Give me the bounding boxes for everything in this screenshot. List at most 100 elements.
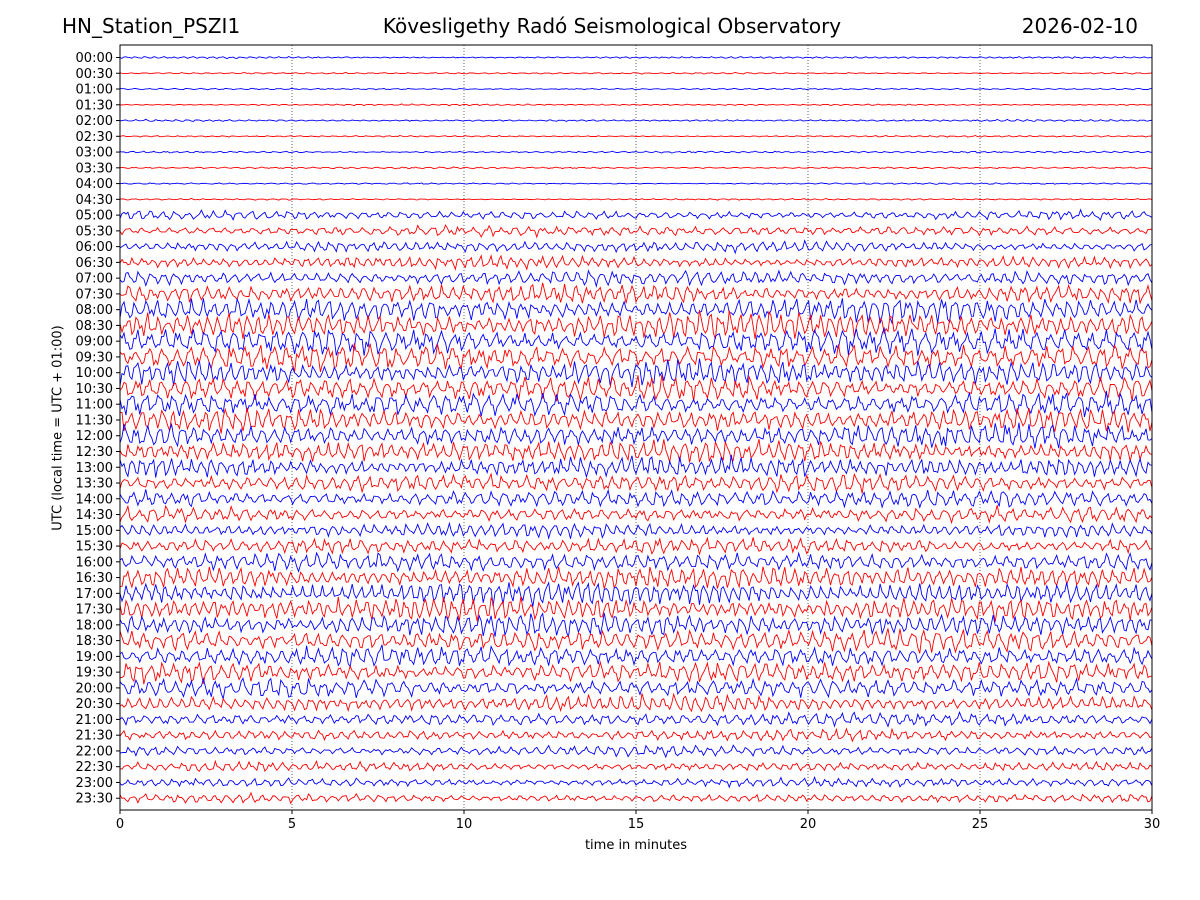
y-tick-label: 05:30 [76,224,113,239]
y-tick-label: 16:30 [76,571,113,586]
y-tick-label: 04:00 [76,177,113,192]
chart-date: 2026-02-10 [1021,14,1138,38]
trace-row-2230 [119,759,1153,773]
trace-row-0530 [119,224,1153,239]
x-tick-label: 30 [1144,817,1161,832]
trace-row-1100 [119,390,1153,417]
y-tick-label: 03:00 [76,146,113,161]
y-tick-label: 22:00 [76,744,113,759]
trace-row-0300 [119,150,1152,154]
y-tick-label: 06:30 [76,256,113,271]
trace-row-0200 [119,118,1153,122]
seismic-traces [119,55,1153,805]
y-tick-label: 14:30 [76,508,113,523]
y-tick-label: 13:30 [76,477,113,492]
x-tick-label: 20 [800,817,817,832]
trace-row-1030 [119,375,1153,402]
y-tick-label: 10:00 [76,366,113,381]
trace-row-2200 [119,744,1153,759]
trace-row-0630 [119,254,1153,271]
trace-row-1330 [119,472,1153,494]
y-tick-label: 18:30 [76,634,113,649]
y-tick-label: 23:30 [76,792,113,807]
y-tick-label: 20:00 [76,681,113,696]
y-tick-label: 20:30 [76,697,113,712]
y-tick-label: 13:00 [76,461,113,476]
y-tick-label: 02:30 [76,130,113,145]
x-tick-label: 0 [116,817,124,832]
y-axis-ticks: 00:0000:3001:0001:3002:0002:3003:0003:30… [76,51,120,807]
trace-row-0900 [119,326,1153,356]
trace-row-2000 [119,677,1153,701]
trace-row-1230 [119,439,1153,463]
x-tick-label: 5 [288,817,296,832]
trace-row-1530 [119,536,1153,556]
y-tick-label: 12:00 [76,429,113,444]
y-tick-label: 11:30 [76,413,113,428]
y-tick-label: 15:30 [76,540,113,555]
trace-row-0430 [120,197,1153,201]
trace-row-2330 [119,791,1153,805]
trace-row-1930 [119,660,1153,685]
trace-row-2130 [119,727,1153,743]
y-tick-label: 09:00 [76,335,113,350]
y-tick-label: 11:00 [76,398,113,413]
y-tick-label: 21:30 [76,729,113,744]
trace-row-2030 [119,692,1153,713]
chart-title: Kövesligethy Radó Seismological Observat… [382,14,842,38]
trace-row-0030 [119,72,1153,75]
trace-row-0700 [119,269,1153,288]
trace-row-1830 [119,628,1153,654]
x-tick-label: 15 [628,817,645,832]
y-tick-label: 12:30 [76,445,113,460]
y-tick-label: 08:30 [76,319,113,334]
trace-row-1300 [119,454,1153,479]
trace-row-1000 [119,358,1153,388]
y-tick-label: 22:30 [76,760,113,775]
trace-row-1730 [119,596,1153,622]
y-tick-label: 00:30 [76,67,113,82]
x-axis-ticks: 0 5 10 15 20 25 30 [116,810,1160,832]
trace-row-0400 [119,182,1153,185]
y-tick-label: 03:30 [76,161,113,176]
x-tick-label: 25 [972,817,989,832]
x-tick-label: 10 [456,817,473,832]
trace-row-1130 [119,407,1153,434]
y-tick-label: 08:00 [76,303,113,318]
trace-row-1200 [119,422,1153,449]
y-axis-label: UTC (local time = UTC + 01:00) [50,325,66,531]
y-tick-label: 01:00 [76,83,113,98]
y-tick-label: 01:30 [76,98,113,113]
y-tick-label: 06:00 [76,240,113,255]
y-tick-label: 07:00 [76,272,113,287]
trace-row-1800 [119,612,1153,639]
trace-row-0000 [119,55,1153,60]
trace-row-0330 [119,166,1153,170]
y-tick-label: 19:30 [76,666,113,681]
trace-row-0600 [119,239,1153,255]
trace-row-1600 [119,551,1153,573]
trace-row-1630 [119,566,1153,590]
trace-row-2100 [119,710,1153,728]
trace-row-1900 [119,644,1153,669]
trace-row-0830 [119,309,1153,340]
y-tick-label: 05:00 [76,209,113,224]
trace-row-1430 [119,504,1153,525]
trace-row-2300 [119,775,1153,789]
y-tick-label: 17:30 [76,603,113,618]
trace-row-1400 [119,488,1153,509]
trace-row-0800 [119,297,1153,325]
trace-row-1500 [119,521,1153,540]
y-tick-label: 00:00 [76,51,113,66]
y-tick-label: 17:00 [76,587,113,602]
y-tick-label: 04:30 [76,193,113,208]
y-tick-label: 19:00 [76,650,113,665]
trace-row-0730 [119,282,1153,305]
y-tick-label: 07:30 [76,287,113,302]
trace-row-0500 [119,208,1153,221]
plot-frame [119,44,1153,811]
y-tick-label: 21:00 [76,713,113,728]
station-name: HN_Station_PSZI1 [62,14,241,38]
trace-row-1700 [119,581,1153,607]
